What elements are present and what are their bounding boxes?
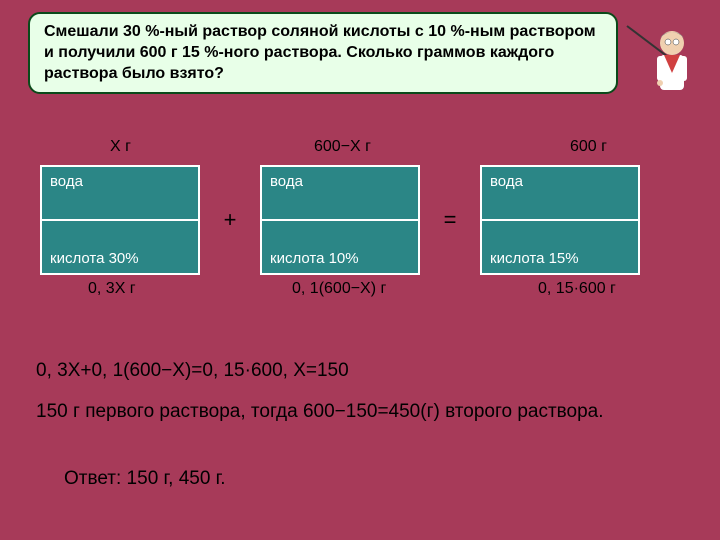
box1-acid: кислота 30% — [42, 221, 198, 273]
answer-line: Ответ: 150 г, 450 г. — [64, 468, 226, 490]
solution-boxes-row: вода кислота 30% + вода кислота 10% = во… — [40, 160, 680, 280]
box3-acid: кислота 15% — [482, 221, 638, 273]
equals-operator: = — [420, 207, 480, 233]
solution-box-2: вода кислота 10% — [260, 165, 420, 275]
plus-operator: + — [200, 207, 260, 233]
solution-box-1: вода кислота 30% — [40, 165, 200, 275]
box2-water: вода — [262, 167, 418, 221]
box2-acid: кислота 10% — [262, 221, 418, 273]
acid-mass-2: 0, 1(600−Х) г — [292, 280, 386, 298]
box3-water: вода — [482, 167, 638, 221]
box1-water: вода — [42, 167, 198, 221]
solution-box-3: вода кислота 15% — [480, 165, 640, 275]
mass-label-3: 600 г — [570, 138, 607, 156]
teacher-illustration — [622, 18, 702, 108]
acid-mass-1: 0, 3Х г — [88, 280, 136, 298]
acid-mass-3: 0, 15·600 г — [538, 280, 616, 298]
mass-label-2: 600−Х г — [314, 138, 371, 156]
problem-statement: Смешали 30 %-ный раствор соляной кислоты… — [28, 12, 618, 94]
mass-label-1: Х г — [110, 138, 131, 156]
explanation-line: 150 г первого раствора, тогда 600−150=45… — [36, 400, 676, 425]
equation-line: 0, 3Х+0, 1(600−Х)=0, 15·600, Х=150 — [36, 360, 349, 382]
